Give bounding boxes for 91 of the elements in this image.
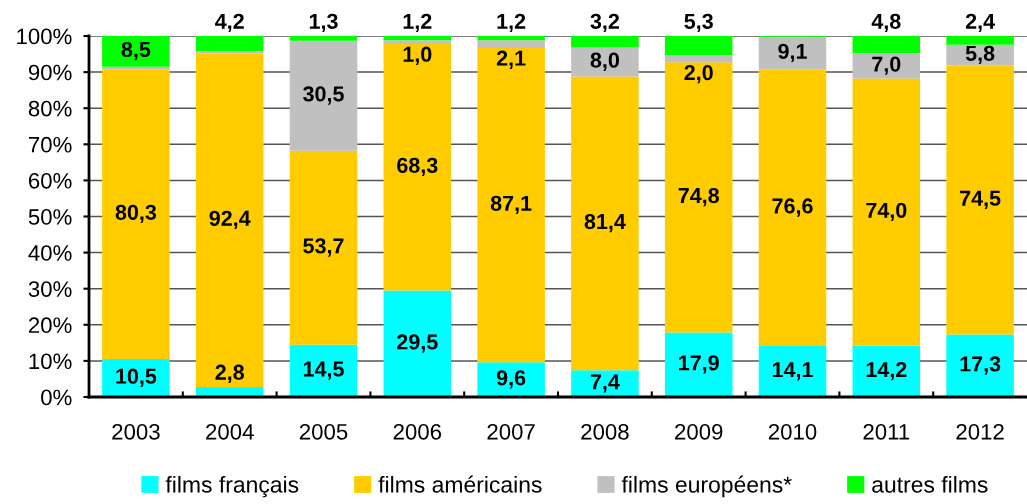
- legend-label: films américains: [378, 475, 542, 493]
- data-label: 17,3: [960, 356, 1001, 375]
- y-tick-label: 0%: [41, 389, 72, 406]
- data-label: 14,1: [772, 362, 813, 381]
- data-label: 92,4: [209, 210, 251, 230]
- bar: [664, 332, 733, 397]
- bar: [102, 36, 170, 67]
- y-tick-label: 10%: [29, 353, 72, 370]
- data-label: 10,5: [116, 368, 157, 387]
- y-tick-label: 20%: [28, 317, 72, 334]
- bar: [383, 43, 452, 291]
- data-label: 7,0: [872, 56, 901, 75]
- data-label: 2,8: [215, 364, 244, 383]
- data-label: 29,5: [397, 334, 438, 353]
- data-label: 7,4: [590, 374, 620, 393]
- data-label: 80,3: [115, 204, 157, 224]
- bar: [195, 53, 264, 387]
- bar: [664, 36, 733, 56]
- data-label: 2,0: [684, 65, 713, 84]
- data-label: 3,2: [590, 13, 619, 33]
- bar: [383, 36, 452, 41]
- bar: [852, 36, 921, 54]
- bar: [946, 334, 1014, 397]
- legend-label: autres films: [872, 475, 988, 493]
- bar: [195, 36, 264, 52]
- data-label: 74,8: [678, 187, 719, 207]
- data-label: 76,6: [772, 198, 813, 217]
- data-label: 30,5: [303, 86, 344, 105]
- y-tick-label: 70%: [29, 136, 72, 153]
- data-label: 5,3: [684, 13, 713, 33]
- legend-label: films français: [165, 475, 299, 498]
- y-tick-label: 50%: [28, 209, 72, 225]
- data-label: 1,2: [497, 13, 526, 33]
- data-label: 81,4: [584, 213, 626, 233]
- bar: [852, 53, 921, 79]
- data-label: 1,3: [309, 13, 338, 33]
- x-tick-label: 2008: [581, 423, 629, 440]
- x-tick-label: 2011: [863, 423, 910, 440]
- data-label: 9,1: [778, 43, 807, 63]
- data-label: 14,2: [866, 361, 907, 381]
- bar: [758, 36, 827, 70]
- data-label: 9,6: [496, 370, 526, 389]
- bar: [383, 290, 452, 397]
- bar: [289, 40, 358, 151]
- bar: [852, 78, 921, 346]
- data-label: 1,0: [403, 46, 432, 65]
- y-tick-label: 90%: [28, 64, 72, 81]
- data-label: 8,0: [590, 52, 619, 71]
- y-tick-label: 30%: [28, 281, 72, 297]
- bar: [758, 69, 827, 347]
- data-label: 74,0: [866, 202, 907, 222]
- bar: [946, 65, 1014, 335]
- bar: [571, 36, 639, 48]
- data-label: 5,8: [965, 45, 995, 65]
- data-label: 1,2: [403, 13, 432, 33]
- bar: [289, 36, 358, 41]
- data-label: 14,5: [303, 361, 344, 380]
- x-tick-label: 2004: [206, 423, 254, 440]
- data-label: 2,4: [965, 13, 995, 33]
- y-tick-label: 100%: [17, 28, 72, 45]
- bar: [102, 69, 170, 360]
- data-label: 2,1: [496, 50, 526, 69]
- x-tick-label: 2005: [299, 423, 348, 440]
- x-tick-label: 2012: [956, 423, 1004, 440]
- data-label: 4,2: [215, 13, 244, 33]
- bar: [477, 47, 545, 363]
- data-label: 8,5: [121, 41, 151, 61]
- data-label: 17,9: [679, 355, 719, 374]
- data-label: 68,3: [397, 157, 438, 177]
- x-tick-label: 2006: [393, 423, 442, 440]
- y-tick-label: 40%: [28, 245, 72, 261]
- x-tick-label: 2007: [487, 423, 535, 440]
- bar: [664, 62, 733, 333]
- bar: [571, 76, 639, 371]
- data-label: 53,7: [303, 238, 344, 257]
- data-label: 74,5: [960, 190, 1001, 209]
- bar: [195, 51, 264, 54]
- y-tick-label: 80%: [28, 100, 72, 117]
- bar: [289, 150, 358, 345]
- data-label: 87,1: [490, 195, 532, 215]
- data-label: 4,8: [871, 13, 901, 33]
- x-tick-label: 2003: [112, 423, 160, 440]
- bar: [477, 40, 545, 48]
- legend-label: films européens*: [621, 475, 792, 498]
- bar: [477, 36, 545, 41]
- x-tick-label: 2010: [768, 423, 817, 440]
- bar: [383, 40, 452, 44]
- bar: [946, 36, 1014, 45]
- x-tick-label: 2009: [675, 423, 723, 440]
- bar: [664, 55, 733, 63]
- y-tick-label: 60%: [28, 172, 72, 189]
